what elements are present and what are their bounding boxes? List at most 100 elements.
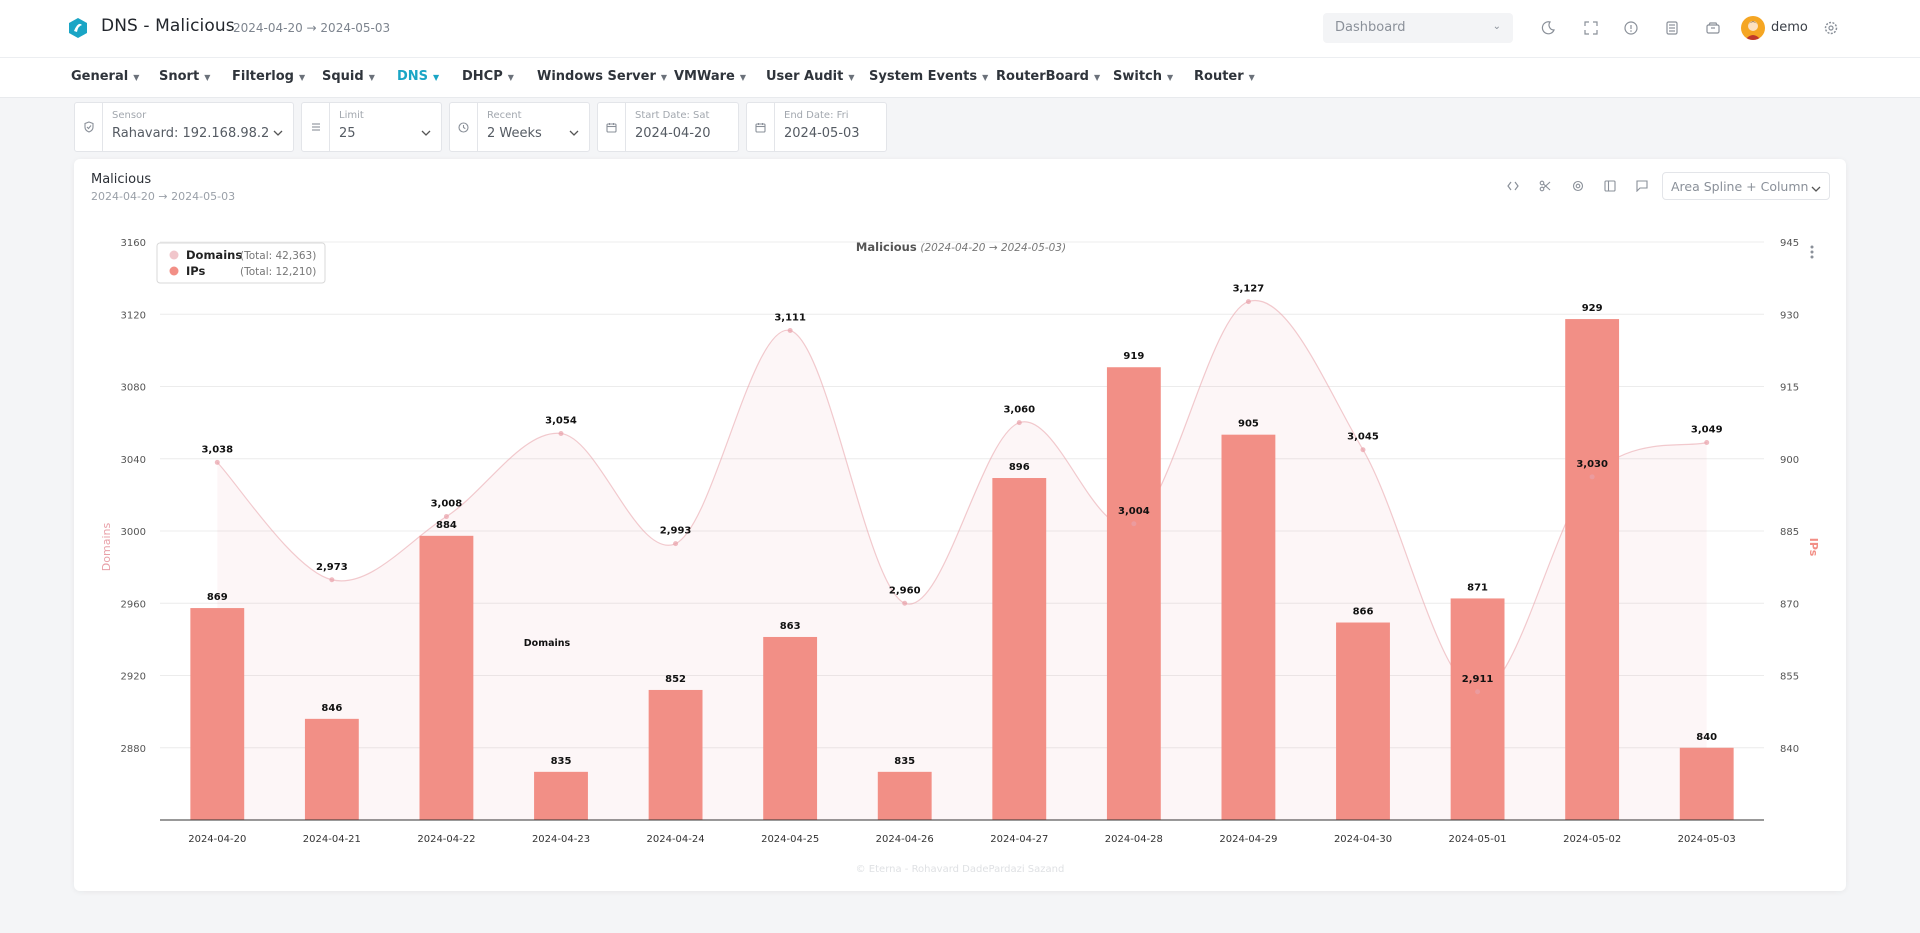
- card-title: Malicious: [91, 172, 152, 187]
- nav-item-router[interactable]: Router ▼: [1194, 69, 1255, 84]
- y-left-tick-label: 2880: [121, 744, 146, 755]
- legend-item-ips[interactable]: IPs (Total: 12,210): [169, 264, 317, 278]
- chevron-down-icon: ▼: [1248, 73, 1255, 82]
- start-date-value: 2024-04-20: [635, 126, 711, 141]
- y-right-tick-label: 840: [1780, 744, 1799, 755]
- dark-mode-moon-icon[interactable]: [1538, 18, 1558, 38]
- chart-axes: 2880 2920 2960 3000 3040 3080 3120 3160 840 855 87…: [121, 238, 1800, 845]
- ips-data-label: 929: [1582, 303, 1603, 314]
- code-icon[interactable]: [1505, 178, 1521, 194]
- domains-point: [1360, 447, 1366, 453]
- domains-point: [1131, 521, 1137, 527]
- nav-item-switch[interactable]: Switch ▼: [1113, 69, 1174, 84]
- end-date-field[interactable]: End Date: Fri 2024-05-03: [746, 102, 887, 152]
- data-labels: 869 846 884 835 852 863 835 896 919 905 866 871 929 8…: [201, 284, 1722, 767]
- legend-item-domains[interactable]: Domains (Total: 42,363): [169, 248, 317, 262]
- domains-data-label: 3,045: [1347, 432, 1379, 443]
- nav-item-vmware[interactable]: VMWare ▼: [674, 69, 747, 84]
- info-icon[interactable]: [1621, 18, 1641, 38]
- ips-bar: [419, 535, 474, 820]
- sensor-value: Rahavard: 192.168.98.2: [112, 126, 270, 141]
- y-right-tick-label: 945: [1780, 238, 1799, 249]
- target-icon[interactable]: [1570, 178, 1586, 194]
- archive-icon[interactable]: [1703, 18, 1723, 38]
- main-nav: General ▼ Snort ▼ Filterlog ▼ Squid ▼ DNS ▼ D…: [0, 58, 1920, 98]
- ips-data-label: 919: [1123, 351, 1144, 362]
- limit-select[interactable]: Limit 25: [301, 102, 442, 152]
- avatar[interactable]: [1741, 16, 1765, 40]
- recent-select[interactable]: Recent 2 Weeks: [449, 102, 590, 152]
- comment-icon[interactable]: [1634, 178, 1650, 194]
- domains-point: [558, 430, 564, 436]
- ips-bar: [877, 771, 932, 820]
- nav-item-windows-server[interactable]: Windows Server ▼: [537, 69, 668, 84]
- malicious-chart: 869 846 884 835 852 863 835 896 919 905 866 871 929 8…: [100, 238, 1820, 845]
- y-left-tick-label: 3040: [121, 455, 146, 466]
- y-left-tick-label: 3120: [121, 310, 146, 321]
- y-right-tick-label: 870: [1780, 599, 1799, 610]
- nav-item-system-events[interactable]: System Events ▼: [869, 69, 989, 84]
- y-right-tick-label: 915: [1780, 383, 1799, 394]
- nav-item-dns[interactable]: DNS ▼: [397, 69, 440, 84]
- nav-item-dhcp[interactable]: DHCP ▼: [462, 69, 514, 84]
- layout-icon[interactable]: [1602, 178, 1618, 194]
- chevron-down-icon: [273, 121, 283, 140]
- chart-legend: Domains (Total: 42,363) IPs (Total: 12,2…: [156, 242, 326, 284]
- chart-type-select[interactable]: Area Spline + Column: [1662, 172, 1830, 200]
- nav-item-routerboard[interactable]: RouterBoard ▼: [996, 69, 1101, 84]
- nav-item-snort[interactable]: Snort ▼: [159, 69, 211, 84]
- shield-check-icon: [75, 103, 103, 151]
- start-date-field[interactable]: Start Date: Sat 2024-04-20: [597, 102, 739, 152]
- fullscreen-icon[interactable]: [1581, 18, 1601, 38]
- domains-data-label: 3,054: [545, 415, 577, 426]
- calculator-icon[interactable]: [1662, 18, 1682, 38]
- legend-ips-name: IPs: [186, 264, 206, 278]
- nav-item-general[interactable]: General ▼: [71, 69, 140, 84]
- domains-point: [1589, 474, 1595, 480]
- nav-item-squid[interactable]: Squid ▼: [322, 69, 375, 84]
- app-logo-icon[interactable]: [68, 17, 88, 39]
- x-tick-label: 2024-04-26: [876, 834, 934, 845]
- calendar-icon: [747, 103, 775, 151]
- scissors-icon[interactable]: [1537, 178, 1553, 194]
- ips-bar: [190, 608, 245, 820]
- x-tick-label: 2024-04-29: [1219, 834, 1277, 845]
- ips-bar: [648, 689, 703, 820]
- start-date-label: Start Date: Sat: [635, 110, 710, 121]
- chevron-down-icon: ▼: [1167, 73, 1174, 82]
- y-left-tick-label: 3000: [121, 527, 146, 538]
- x-tick-label: 2024-05-03: [1678, 834, 1736, 845]
- chart-menu-icon[interactable]: [1810, 245, 1814, 259]
- chevron-down-icon: ▼: [133, 73, 140, 82]
- y-left-tick-label: 2960: [121, 599, 146, 610]
- ips-bar: [992, 478, 1047, 820]
- ips-data-label: 905: [1238, 419, 1259, 430]
- domains-data-label: 3,038: [201, 444, 233, 455]
- ips-bar: [763, 636, 818, 820]
- dashboard-select[interactable]: Dashboard ⌄: [1323, 13, 1513, 43]
- nav-item-user-audit[interactable]: User Audit ▼: [766, 69, 855, 84]
- legend-domains-total: (Total: 42,363): [240, 250, 316, 262]
- chevron-down-icon: [421, 121, 431, 140]
- domains-point: [443, 514, 449, 520]
- domains-data-label: 3,111: [774, 313, 806, 324]
- gear-icon[interactable]: [1821, 18, 1841, 38]
- chevron-down-icon: ▼: [507, 73, 514, 82]
- domains-point: [673, 541, 679, 547]
- domains-data-label: 3,008: [431, 499, 463, 510]
- domains-data-label: 3,004: [1118, 506, 1150, 517]
- ips-bar: [534, 771, 588, 820]
- domains-data-label: 2,911: [1462, 674, 1494, 685]
- sensor-select[interactable]: Sensor Rahavard: 192.168.98.2: [74, 102, 294, 152]
- domains-data-label: 3,060: [1003, 405, 1035, 416]
- user-name[interactable]: demo: [1771, 20, 1808, 35]
- x-tick-label: 2024-04-28: [1105, 834, 1163, 845]
- legend-ips-total: (Total: 12,210): [240, 266, 316, 278]
- chevron-down-icon: ▼: [848, 73, 855, 82]
- domains-point: [787, 328, 793, 334]
- chevron-down-icon: ▼: [1093, 73, 1101, 82]
- y-left-axis-title: Domains: [100, 523, 113, 572]
- y-left-tick-label: 3160: [121, 238, 146, 249]
- domains-point: [214, 459, 220, 465]
- nav-item-filterlog[interactable]: Filterlog ▼: [232, 69, 306, 84]
